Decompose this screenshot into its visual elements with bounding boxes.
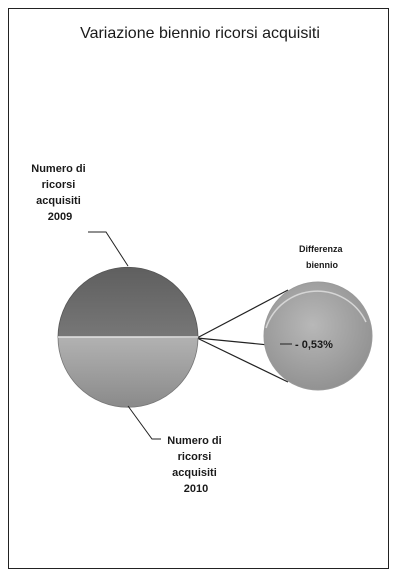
pie-slice-2009 bbox=[57, 266, 199, 338]
slice-label-2009: Numero di ricorsi acquisiti 2009 bbox=[31, 163, 88, 223]
leader-line-2009 bbox=[88, 231, 129, 267]
difference-label: Differenza biennio bbox=[299, 244, 345, 270]
slice-label-2010: Numero di ricorsi acquisiti 2010 bbox=[167, 435, 224, 495]
connector-line-bottom bbox=[196, 337, 289, 383]
pie-slice-difference bbox=[263, 281, 373, 391]
pie-slice-2010 bbox=[57, 336, 199, 408]
difference-value-label: - 0,53% bbox=[295, 339, 333, 351]
chart-title: Variazione biennio ricorsi acquisiti bbox=[80, 25, 320, 42]
leader-line-2010 bbox=[127, 405, 161, 440]
connector-line-top bbox=[196, 289, 289, 339]
pie-slice-difference-highlight bbox=[265, 290, 367, 329]
